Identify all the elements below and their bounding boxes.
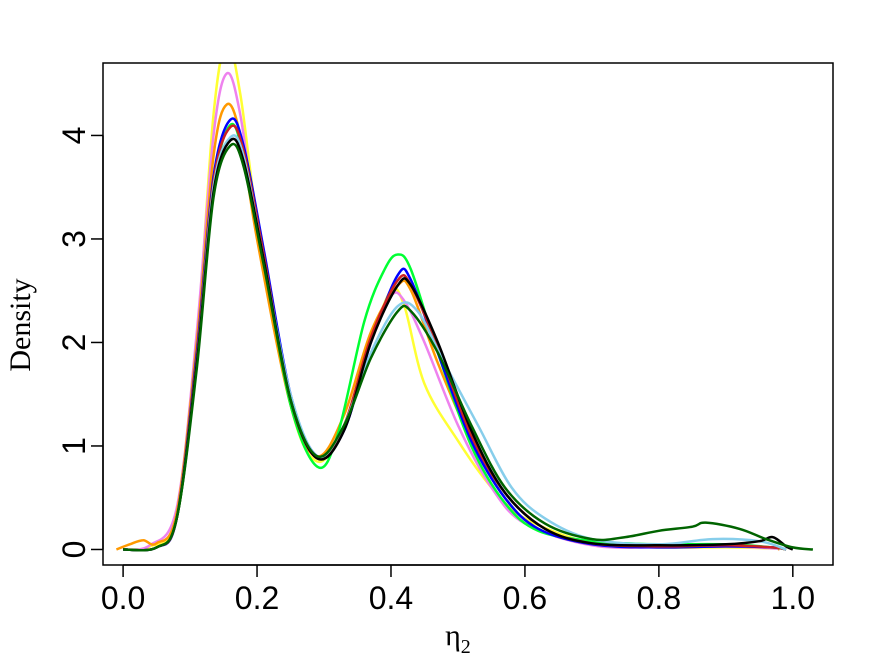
x-tick-label: 0.4: [369, 580, 413, 616]
x-tick-label: 0.8: [637, 580, 681, 616]
x-tick-label: 0.6: [503, 580, 547, 616]
x-axis-title: η2: [445, 619, 471, 658]
density-curve-9: [123, 142, 814, 552]
x-axis-title-main: η: [445, 619, 461, 652]
x-tick-label: 0.2: [235, 580, 279, 616]
y-axis-title: Density: [4, 278, 37, 371]
x-tick-label: 1.0: [771, 580, 815, 616]
y-tick-label: 4: [56, 127, 92, 145]
y-tick-label: 1: [56, 437, 92, 455]
y-tick-label: 3: [56, 230, 92, 248]
x-tick-label: 0.0: [101, 580, 145, 616]
y-tick-label: 2: [56, 334, 92, 352]
y-axis: 0 1 2 3 4: [56, 127, 104, 559]
series-layer: [115, 63, 814, 552]
y-tick-label: 0: [56, 541, 92, 559]
x-axis: 0.0 0.2 0.4 0.6 0.8 1.0: [101, 564, 815, 616]
x-axis-title-subscript: 2: [461, 636, 471, 658]
